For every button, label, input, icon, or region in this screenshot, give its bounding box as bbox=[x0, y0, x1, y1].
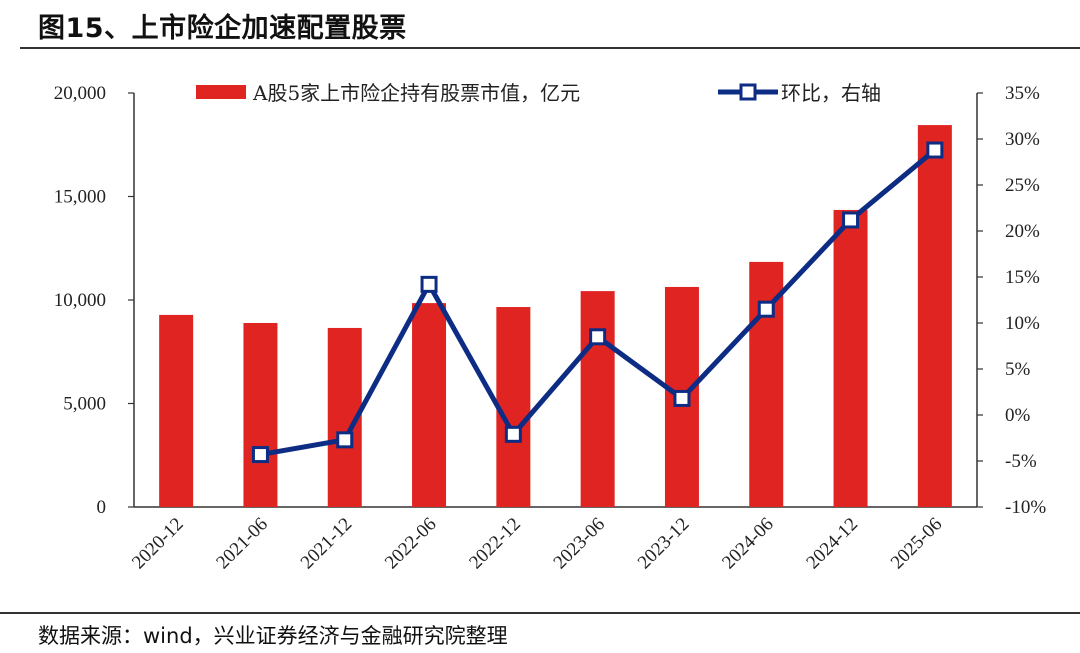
x-tick-label: 2021-06 bbox=[212, 514, 272, 574]
right-tick-label: 20% bbox=[1005, 221, 1040, 242]
legend: A股5家上市险企持有股票市值，亿元 环比，右轴 bbox=[196, 81, 881, 105]
right-tick-label: -10% bbox=[1005, 497, 1046, 518]
right-tick-label: 5% bbox=[1005, 359, 1031, 380]
line-marker bbox=[420, 275, 438, 293]
x-tick-label: 2025-06 bbox=[887, 514, 947, 574]
line-marker bbox=[673, 389, 691, 407]
legend-swatch-bar bbox=[196, 85, 246, 99]
left-tick-label: 15,000 bbox=[54, 187, 106, 208]
bar bbox=[159, 314, 194, 507]
bar bbox=[917, 125, 952, 508]
line-marker bbox=[926, 141, 944, 159]
left-tick-label: 0 bbox=[97, 497, 107, 518]
source-divider bbox=[0, 612, 1080, 614]
x-tick-label: 2023-06 bbox=[550, 514, 610, 574]
line-marker bbox=[589, 328, 607, 346]
right-tick-label: 0% bbox=[1005, 405, 1031, 426]
right-tick-label: -5% bbox=[1005, 451, 1037, 472]
tick-labels: 0 5,000 10,000 15,000 20,000 -10% -5% 0% 5% 10% 15… bbox=[54, 83, 1047, 573]
title-divider bbox=[20, 47, 1080, 49]
left-tick-label: 20,000 bbox=[54, 83, 106, 104]
legend-label-bar: A股5家上市险企持有股票市值，亿元 bbox=[252, 81, 580, 105]
figure-title: 图15、上市险企加速配置股票 bbox=[38, 13, 407, 44]
bar bbox=[833, 209, 868, 507]
line-marker bbox=[842, 211, 860, 229]
x-tick-label: 2022-12 bbox=[465, 514, 525, 574]
right-tick-label: 15% bbox=[1005, 267, 1040, 288]
x-tick-label: 2021-12 bbox=[297, 514, 357, 574]
x-tick-label: 2020-12 bbox=[128, 514, 188, 574]
x-tick-label: 2024-06 bbox=[718, 514, 778, 574]
bar bbox=[496, 307, 531, 507]
source-note: 数据来源：wind，兴业证券经济与金融研究院整理 bbox=[38, 624, 508, 648]
right-tick-label: 25% bbox=[1005, 175, 1040, 196]
x-tick-label: 2024-12 bbox=[802, 514, 862, 574]
left-tick-label: 5,000 bbox=[63, 394, 106, 415]
right-tick-label: 30% bbox=[1005, 129, 1040, 150]
bar bbox=[412, 303, 447, 507]
line-marker bbox=[251, 446, 269, 464]
line-marker bbox=[504, 425, 522, 443]
right-tick-label: 35% bbox=[1005, 83, 1040, 104]
legend-label-line: 环比，右轴 bbox=[781, 81, 881, 105]
line-marker bbox=[336, 431, 354, 449]
chart: 0 5,000 10,000 15,000 20,000 -10% -5% 0% 5% 10% 15… bbox=[54, 81, 1047, 573]
right-tick-label: 10% bbox=[1005, 313, 1040, 334]
legend-marker-icon bbox=[739, 83, 757, 101]
left-tick-label: 10,000 bbox=[54, 290, 106, 311]
bar bbox=[243, 322, 278, 507]
bar bbox=[580, 291, 615, 507]
line-marker bbox=[757, 300, 775, 318]
x-tick-label: 2023-12 bbox=[634, 514, 694, 574]
x-tick-label: 2022-06 bbox=[381, 514, 441, 574]
line-series bbox=[251, 141, 944, 464]
